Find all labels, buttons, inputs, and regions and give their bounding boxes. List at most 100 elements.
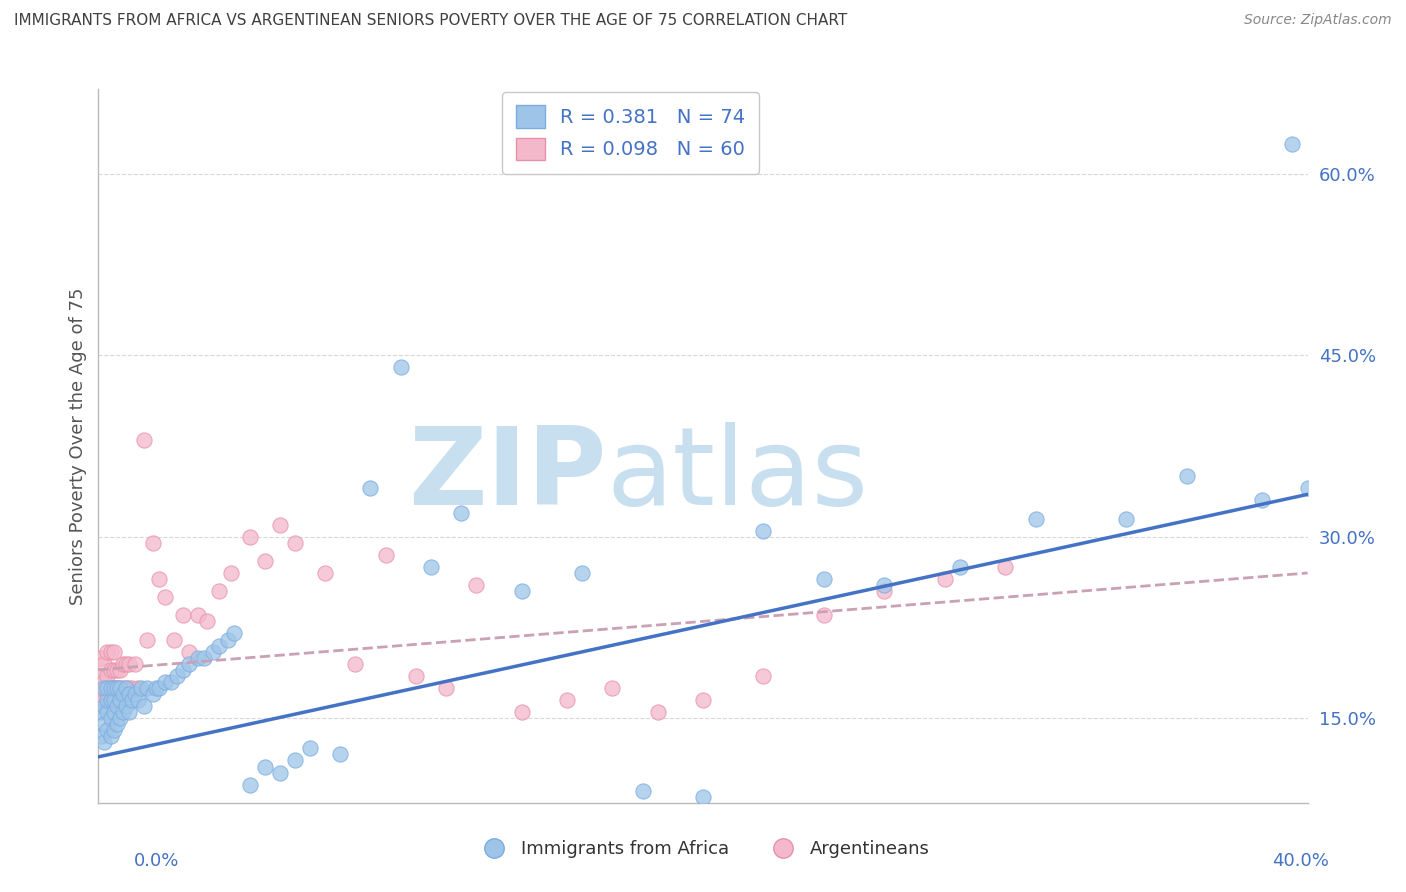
Point xyxy=(692,693,714,707)
Point xyxy=(420,560,443,574)
Point xyxy=(813,572,835,586)
Point xyxy=(148,681,170,695)
Point xyxy=(510,705,533,719)
Point xyxy=(103,723,125,738)
Point xyxy=(299,741,322,756)
Point xyxy=(752,524,775,538)
Point xyxy=(127,681,149,695)
Point xyxy=(166,669,188,683)
Point xyxy=(172,663,194,677)
Point xyxy=(208,639,231,653)
Point xyxy=(602,681,624,695)
Point xyxy=(108,681,131,695)
Point xyxy=(103,693,125,707)
Point xyxy=(172,608,194,623)
Point xyxy=(96,645,118,659)
Point xyxy=(1251,493,1274,508)
Point xyxy=(631,783,654,797)
Point xyxy=(314,566,336,580)
Point xyxy=(389,360,412,375)
Point xyxy=(96,723,118,738)
Point xyxy=(132,699,155,714)
Point xyxy=(108,711,131,725)
Point xyxy=(105,717,128,731)
Point xyxy=(108,681,131,695)
Point xyxy=(873,584,896,599)
Point xyxy=(114,699,136,714)
Point xyxy=(374,548,396,562)
Point xyxy=(571,566,593,580)
Point xyxy=(96,669,118,683)
Point xyxy=(96,693,118,707)
Y-axis label: Seniors Poverty Over the Age of 75: Seniors Poverty Over the Age of 75 xyxy=(69,287,87,605)
Point xyxy=(253,759,276,773)
Point xyxy=(93,735,115,749)
Point xyxy=(90,669,112,683)
Point xyxy=(100,711,122,725)
Point xyxy=(105,681,128,695)
Point xyxy=(118,705,141,719)
Point xyxy=(105,681,128,695)
Point xyxy=(269,517,291,532)
Point xyxy=(692,789,714,804)
Point xyxy=(434,681,457,695)
Point xyxy=(114,657,136,671)
Point xyxy=(1296,481,1319,495)
Point xyxy=(221,566,243,580)
Point xyxy=(111,705,134,719)
Point xyxy=(90,650,112,665)
Point xyxy=(873,578,896,592)
Point xyxy=(179,657,201,671)
Point xyxy=(344,657,367,671)
Point xyxy=(118,681,141,695)
Point xyxy=(108,663,131,677)
Point xyxy=(111,687,134,701)
Point xyxy=(163,632,186,647)
Point xyxy=(90,705,112,719)
Point xyxy=(360,481,382,495)
Point xyxy=(813,608,835,623)
Point xyxy=(208,584,231,599)
Text: 0.0%: 0.0% xyxy=(134,852,179,870)
Point xyxy=(1175,469,1198,483)
Point xyxy=(105,699,128,714)
Point xyxy=(1115,511,1137,525)
Text: Source: ZipAtlas.com: Source: ZipAtlas.com xyxy=(1244,13,1392,28)
Point xyxy=(142,535,165,549)
Point xyxy=(239,530,262,544)
Text: atlas: atlas xyxy=(606,422,869,527)
Point xyxy=(224,626,246,640)
Point xyxy=(1024,511,1046,525)
Legend: Immigrants from Africa, Argentineans: Immigrants from Africa, Argentineans xyxy=(468,833,938,865)
Point xyxy=(253,554,276,568)
Point xyxy=(90,729,112,743)
Point xyxy=(135,632,157,647)
Point xyxy=(100,681,122,695)
Point xyxy=(132,433,155,447)
Point xyxy=(93,717,115,731)
Point xyxy=(145,681,167,695)
Point xyxy=(329,747,352,762)
Point xyxy=(135,681,157,695)
Point xyxy=(153,674,176,689)
Point xyxy=(1281,136,1303,151)
Point xyxy=(103,705,125,719)
Point xyxy=(100,663,122,677)
Point xyxy=(193,650,215,665)
Point xyxy=(187,650,209,665)
Point xyxy=(284,754,307,768)
Point xyxy=(127,693,149,707)
Point xyxy=(111,681,134,695)
Point xyxy=(105,663,128,677)
Point xyxy=(93,674,115,689)
Point xyxy=(179,645,201,659)
Text: IMMIGRANTS FROM AFRICA VS ARGENTINEAN SENIORS POVERTY OVER THE AGE OF 75 CORRELA: IMMIGRANTS FROM AFRICA VS ARGENTINEAN SE… xyxy=(14,13,848,29)
Point xyxy=(153,590,176,604)
Text: ZIP: ZIP xyxy=(408,422,606,527)
Point xyxy=(111,657,134,671)
Point xyxy=(195,615,218,629)
Point xyxy=(114,681,136,695)
Point xyxy=(510,584,533,599)
Point xyxy=(752,669,775,683)
Point xyxy=(647,705,669,719)
